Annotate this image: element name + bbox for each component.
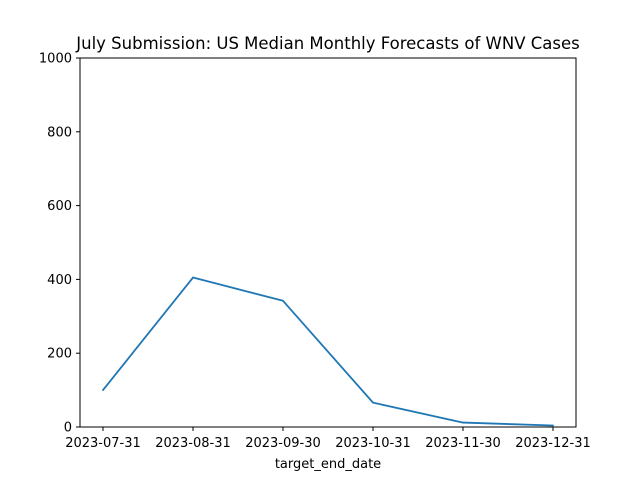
chart-title: July Submission: US Median Monthly Forec… xyxy=(75,34,579,53)
data-point xyxy=(462,421,464,424)
x-tick-label: 2023-08-31 xyxy=(155,436,231,451)
x-tick-label: 2023-09-30 xyxy=(245,436,321,451)
x-tick-label: 2023-11-30 xyxy=(425,436,501,451)
y-tick-label: 0 xyxy=(64,421,72,436)
data-point xyxy=(372,401,374,404)
data-point xyxy=(192,276,194,279)
x-axis: 2023-07-31 2023-08-31 2023-09-30 2023-10-31… xyxy=(65,427,591,451)
y-tick-label: 1000 xyxy=(39,52,72,67)
series-line xyxy=(102,276,554,427)
y-tick-label: 400 xyxy=(47,273,72,288)
series-layer xyxy=(102,276,554,427)
x-tick-label: 2023-07-31 xyxy=(65,436,141,451)
y-axis: 0 200 400 600 800 1000 xyxy=(39,52,80,436)
x-tick-label: 2023-10-31 xyxy=(335,436,411,451)
y-tick-label: 600 xyxy=(47,199,72,214)
data-point xyxy=(102,389,104,391)
x-axis-label: target_end_date xyxy=(275,457,381,472)
y-tick-label: 200 xyxy=(47,347,72,362)
y-tick-label: 800 xyxy=(47,125,72,140)
plot-frame xyxy=(79,57,577,428)
data-point xyxy=(552,424,554,427)
x-tick-label: 2023-12-31 xyxy=(515,436,591,451)
data-point xyxy=(282,299,284,302)
